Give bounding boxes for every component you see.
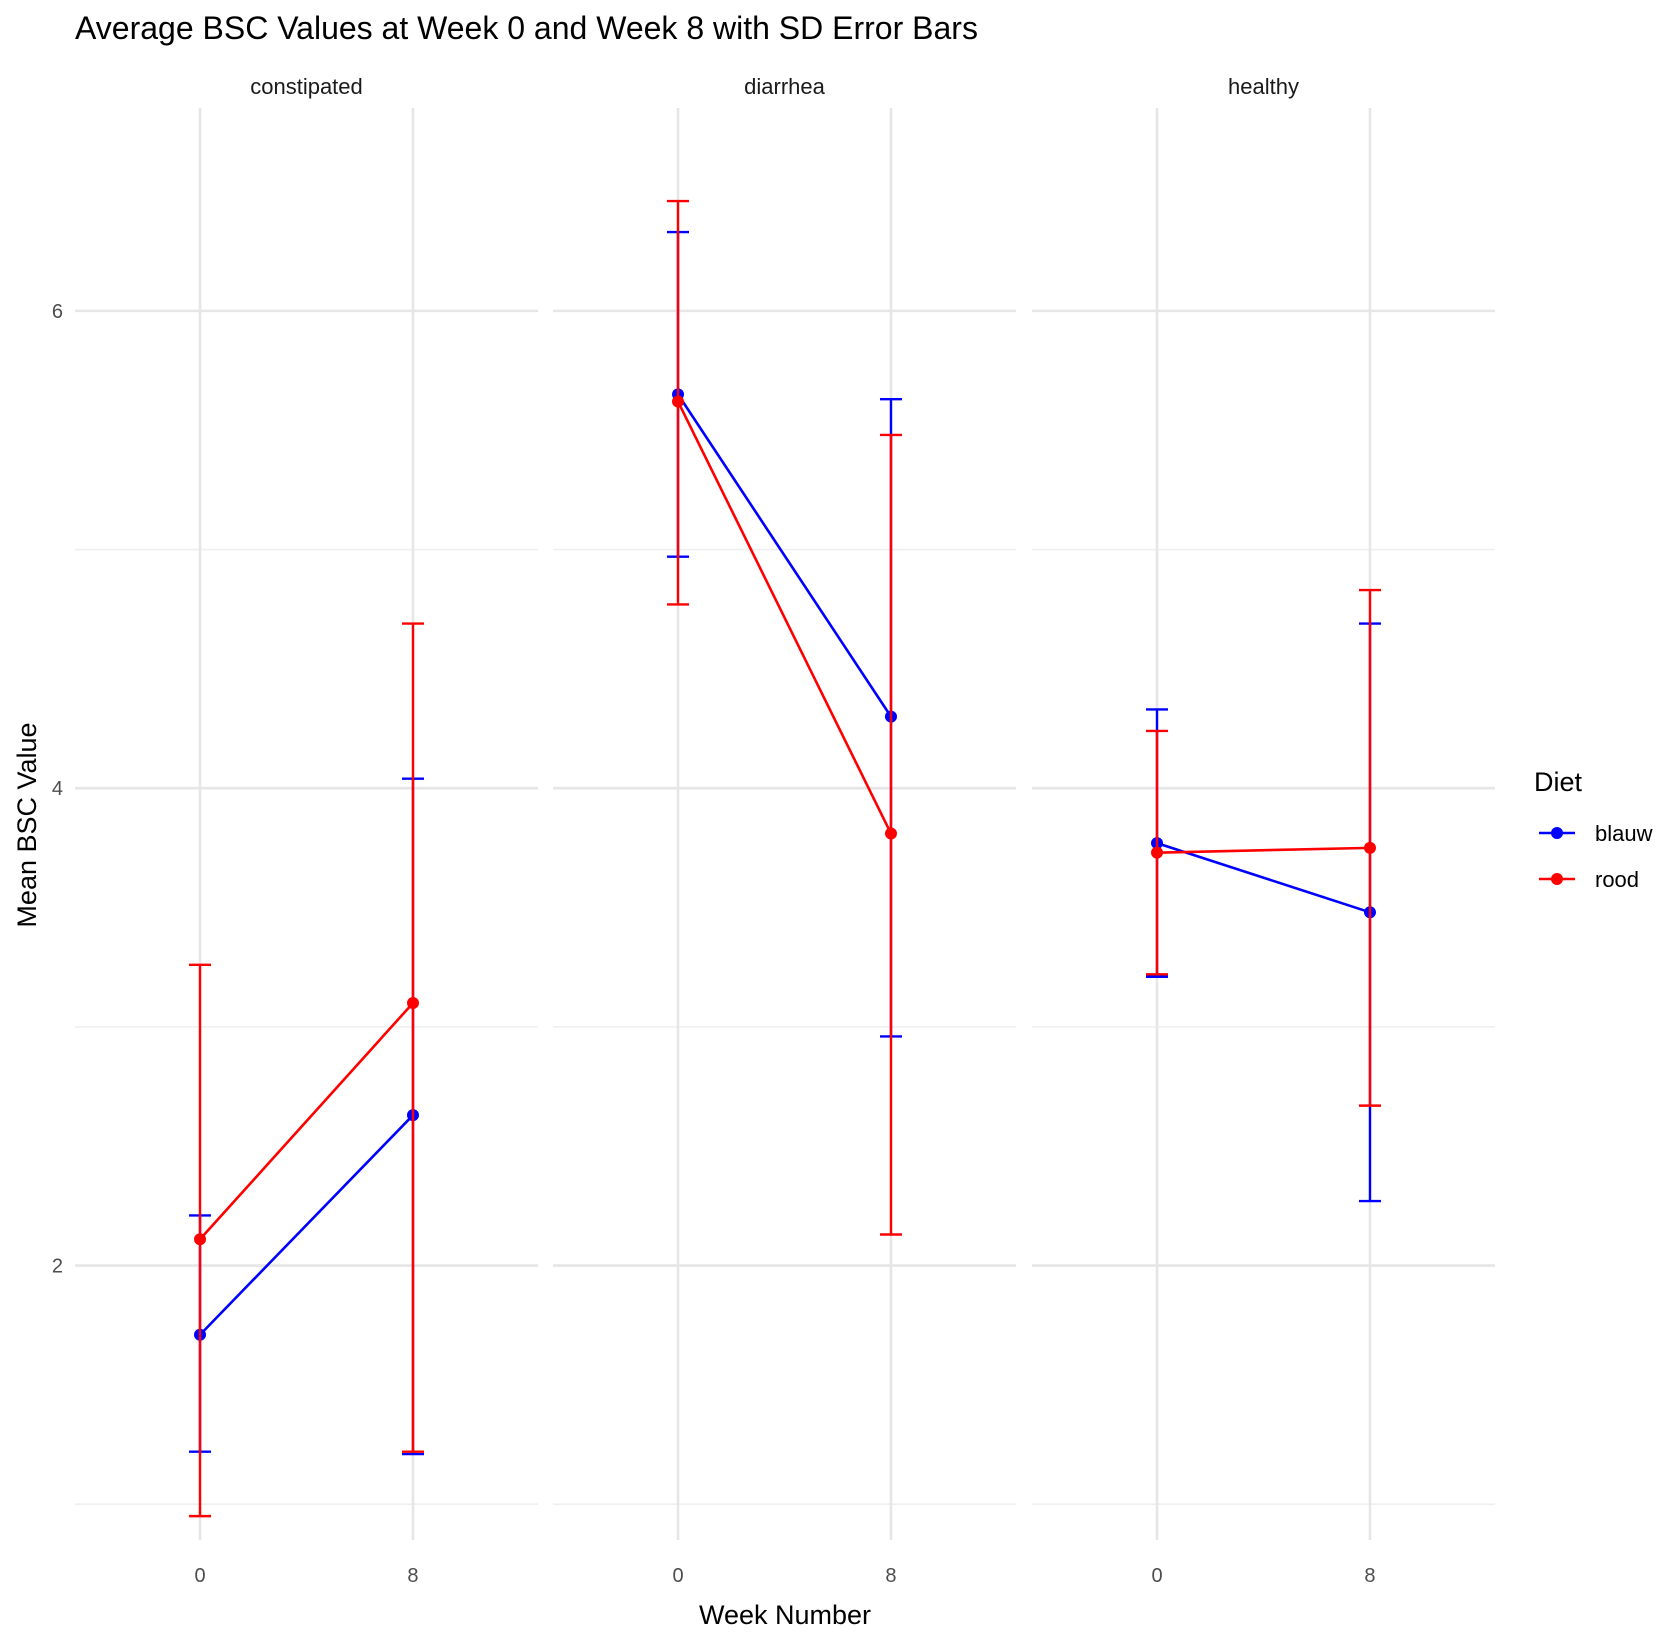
- facet-panel-healthy: healthy 0 8: [1032, 74, 1495, 1587]
- legend-key-point: [1551, 827, 1563, 839]
- y-tick-label: 2: [52, 1256, 63, 1278]
- legend-item-rood: rood: [1539, 867, 1639, 892]
- series-line: [199, 1002, 414, 1241]
- legend-key-point: [1551, 873, 1563, 885]
- y-axis-title: Mean BSC Value: [12, 722, 42, 927]
- facet-panel-diarrhea: diarrhea 0 8: [553, 74, 1016, 1587]
- x-tick-label: 8: [1364, 1565, 1375, 1587]
- legend-item-blauw: blauw: [1539, 821, 1653, 846]
- y-tick-label: 6: [52, 301, 63, 323]
- facet-panels: constipated 0 8 diarrhea 0 8 healthy 0 8: [75, 74, 1495, 1587]
- x-tick-label: 8: [407, 1565, 418, 1587]
- series-line: [1156, 846, 1371, 854]
- data-point: [406, 997, 419, 1009]
- series-rood: [1146, 588, 1381, 1107]
- facet-label: diarrhea: [744, 74, 825, 99]
- facet-label: healthy: [1228, 74, 1299, 99]
- data-point: [1363, 841, 1376, 854]
- y-tick-label: 4: [52, 778, 63, 800]
- legend: Diet blauw rood: [1534, 767, 1653, 892]
- x-tick-label: 0: [672, 1565, 683, 1587]
- series-line: [199, 1114, 414, 1336]
- series-rood: [189, 622, 424, 1518]
- data-point: [884, 827, 897, 840]
- x-tick-label: 8: [885, 1565, 896, 1587]
- y-axis: 2 4 6: [52, 301, 63, 1278]
- series-blauw: [1146, 622, 1381, 1203]
- chart-title: Average BSC Values at Week 0 and Week 8 …: [75, 10, 978, 46]
- data-point: [672, 395, 685, 408]
- series-blauw: [667, 230, 902, 1038]
- x-tick-label: 0: [194, 1565, 205, 1587]
- legend-title: Diet: [1534, 767, 1583, 797]
- legend-label: rood: [1595, 867, 1639, 892]
- series-line: [676, 393, 893, 718]
- facet-label: constipated: [250, 74, 363, 99]
- facet-panel-constipated: constipated 0 8: [75, 74, 538, 1587]
- legend-label: blauw: [1595, 821, 1653, 846]
- data-point: [1151, 846, 1164, 859]
- x-tick-label: 0: [1151, 1565, 1162, 1587]
- series-line: [1156, 841, 1371, 914]
- x-axis-title: Week Number: [699, 1600, 871, 1630]
- series-rood: [667, 199, 902, 1236]
- data-point: [194, 1233, 207, 1246]
- series-blauw: [189, 777, 424, 1456]
- series-line: [676, 400, 893, 835]
